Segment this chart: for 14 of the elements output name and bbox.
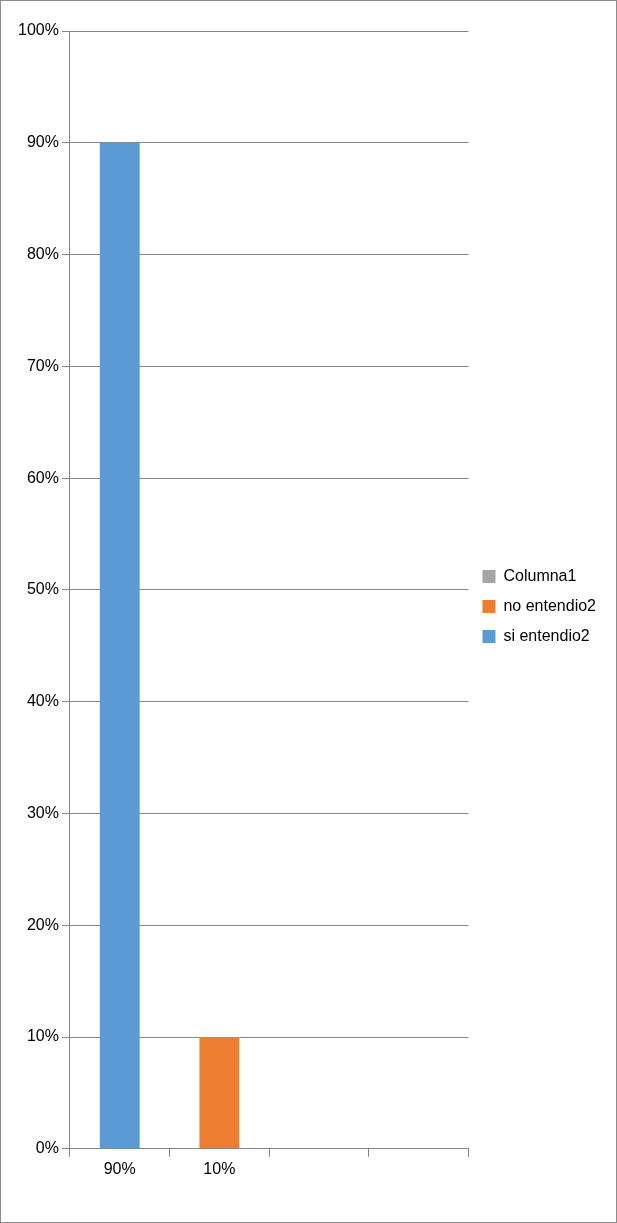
- legend-label: no entendio2: [503, 596, 597, 614]
- y-tick-label: 90%: [26, 133, 59, 151]
- y-tick-label: 40%: [26, 692, 59, 710]
- legend-label: si entendio2: [503, 626, 590, 644]
- y-tick-label: 50%: [26, 580, 59, 598]
- y-tick-label: 20%: [26, 915, 59, 933]
- y-tick-label: 70%: [26, 356, 59, 374]
- y-tick-label: 10%: [26, 1027, 59, 1045]
- y-tick-label: 100%: [18, 21, 59, 39]
- y-tick-label: 60%: [26, 468, 59, 486]
- legend-label: Columna1: [503, 566, 577, 584]
- y-tick-label: 0%: [35, 1139, 59, 1157]
- y-tick-label: 30%: [26, 803, 59, 821]
- y-tick-label: 80%: [26, 244, 59, 262]
